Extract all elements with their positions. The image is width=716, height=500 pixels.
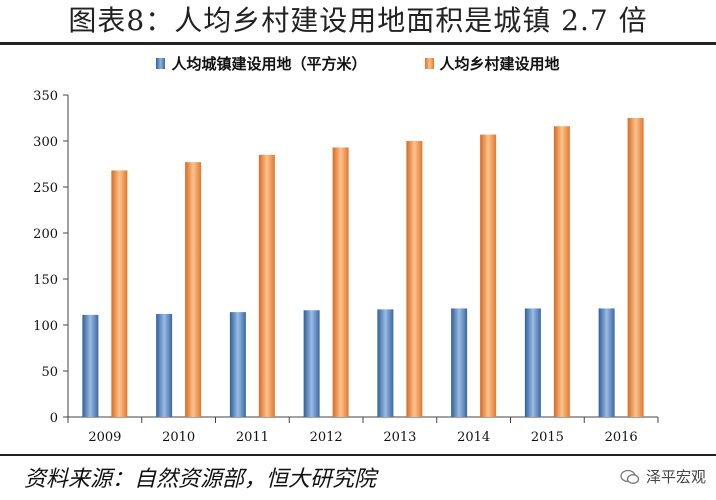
bar-rural: [553, 126, 570, 417]
wechat-icon: [620, 469, 640, 484]
bar-rural: [111, 170, 128, 417]
bar-urban: [82, 314, 99, 417]
bar-rural: [185, 162, 202, 417]
bar-urban: [524, 308, 541, 417]
bars: [82, 118, 644, 418]
bar-urban: [303, 310, 320, 417]
x-tick-label: 2012: [310, 430, 343, 445]
legend-swatch-rural: [424, 57, 434, 69]
bar-urban: [451, 308, 468, 417]
source-note: 资料来源：自然资源部，恒大研究院: [24, 467, 377, 492]
legend-swatch-urban: [156, 57, 166, 69]
bar-urban: [229, 312, 246, 417]
title-divider: [0, 42, 716, 45]
bar-rural: [332, 147, 349, 417]
bar-urban: [598, 308, 615, 417]
y-tick-label: 200: [33, 227, 58, 242]
x-tick-label: 2009: [88, 430, 121, 445]
bar-rural: [258, 154, 275, 418]
bar-urban: [156, 313, 173, 417]
legend: 人均城镇建设用地（平方米） 人均乡村建设用地: [0, 52, 716, 74]
bar-rural: [480, 134, 497, 417]
x-tick-label: 2013: [383, 430, 416, 445]
x-axis: 2009 2010 2011 2012 2013 2014 2015 2016: [67, 416, 659, 445]
y-tick-label: 350: [33, 89, 58, 104]
x-tick-label: 2011: [236, 430, 269, 445]
y-tick-label: 150: [33, 273, 58, 288]
legend-label-rural: 人均乡村建设用地: [439, 54, 560, 73]
y-axis: 0 50 100 150 200 250 300 350: [33, 89, 69, 426]
y-tick-label: 100: [33, 319, 58, 334]
watermark: 泽平宏观: [620, 466, 706, 487]
x-tick-label: 2010: [162, 430, 195, 445]
x-tick-label: 2014: [457, 430, 490, 445]
legend-label-urban: 人均城镇建设用地（平方米）: [171, 54, 367, 73]
x-tick-label: 2015: [531, 430, 564, 445]
legend-item-urban: 人均城镇建设用地（平方米）: [156, 53, 367, 74]
x-tick-label: 2016: [605, 430, 638, 445]
footer-divider: [0, 454, 716, 456]
y-tick-label: 50: [41, 365, 58, 380]
y-tick-label: 300: [33, 135, 58, 150]
legend-item-rural: 人均乡村建设用地: [424, 53, 560, 74]
chart-title: 图表8：人均乡村建设用地面积是城镇 2.7 倍: [68, 4, 648, 37]
watermark-label: 泽平宏观: [645, 468, 706, 486]
bar-rural: [627, 118, 644, 417]
bar-urban: [377, 309, 394, 417]
y-tick-label: 250: [33, 181, 58, 196]
bar-rural: [406, 141, 423, 417]
y-tick-label: 0: [50, 411, 58, 426]
